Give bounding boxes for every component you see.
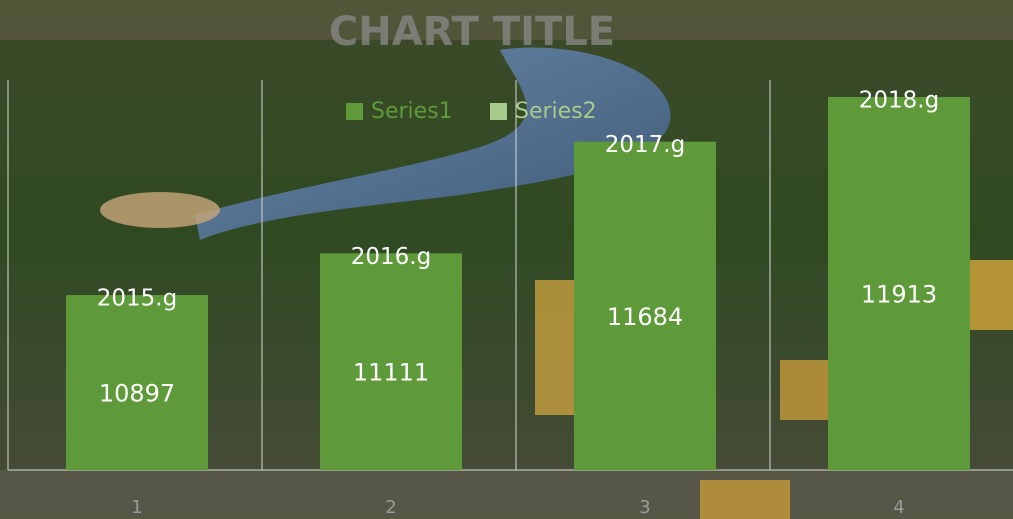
x-tick-label: 2 [385, 497, 396, 518]
legend-label: Series1 [371, 99, 453, 124]
page: CHART TITLE Series1Series2108972015.g111… [0, 0, 1013, 519]
legend-swatch [346, 103, 363, 120]
bar-annotation: 2018.g [859, 87, 939, 113]
x-tick-label: 1 [131, 497, 142, 518]
value-label: 11111 [353, 359, 429, 387]
x-tick-label: 4 [893, 497, 904, 518]
value-label: 11913 [861, 280, 937, 308]
legend-swatch [490, 103, 507, 120]
bar-annotation: 2016.g [351, 244, 431, 270]
bar-annotation: 2017.g [605, 132, 685, 158]
value-label: 10897 [99, 380, 175, 408]
bar-annotation: 2015.g [97, 286, 177, 312]
value-label: 11684 [607, 303, 683, 331]
legend-label: Series2 [515, 99, 597, 124]
x-tick-label: 3 [639, 497, 650, 518]
chart-title: CHART TITLE [329, 9, 615, 55]
chart: CHART TITLE Series1Series2108972015.g111… [0, 0, 1013, 519]
